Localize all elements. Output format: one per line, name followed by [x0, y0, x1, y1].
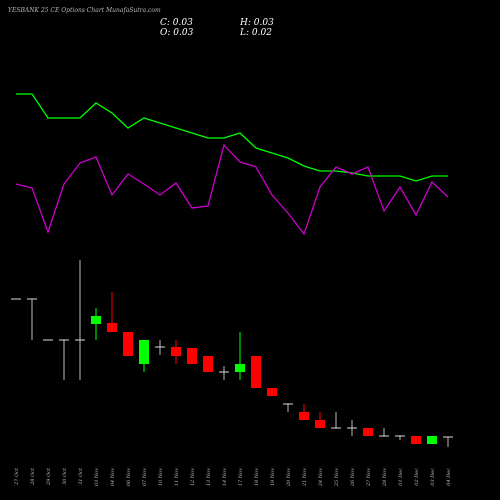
- x-tick-label: 17 Nov: [238, 468, 244, 486]
- x-tick-label: 02 Dec: [414, 468, 420, 486]
- candle-body: [75, 339, 85, 341]
- candle-body: [347, 427, 357, 429]
- candle-body: [363, 428, 373, 436]
- candle-body: [331, 427, 341, 429]
- x-tick-label: 04 Dec: [446, 468, 452, 486]
- candle-body: [411, 436, 421, 444]
- summary-item: H: 0.03: [239, 18, 274, 28]
- x-tick-label: 25 Nov: [334, 468, 340, 487]
- x-tick-label: 19 Nov: [270, 468, 276, 486]
- summary-item: C: 0.03: [160, 18, 193, 28]
- x-tick-label: 29 Oct: [46, 467, 52, 486]
- x-tick-label: 07 Nov: [142, 468, 148, 486]
- candle-body: [59, 339, 69, 341]
- x-tick-label: 18 Nov: [254, 468, 260, 486]
- candle-body: [395, 435, 405, 437]
- summary-value: 0.03: [254, 18, 274, 28]
- x-tick-label: 01 Dec: [398, 468, 404, 486]
- summary-value: 0.02: [252, 28, 272, 38]
- x-tick-label: 03 Nov: [94, 468, 100, 486]
- candle-body: [299, 412, 309, 420]
- candle-body: [427, 436, 437, 444]
- x-tick-label: 06 Nov: [126, 468, 132, 486]
- candle-body: [203, 356, 213, 372]
- x-tick-label: 21 Nov: [302, 468, 308, 487]
- x-tick-label: 12 Nov: [190, 468, 196, 486]
- summary-label: H:: [239, 18, 251, 28]
- x-tick-label: 24 Nov: [318, 468, 324, 487]
- candle-body: [251, 356, 261, 388]
- x-tick-label: 28 Oct: [30, 467, 36, 486]
- summary-value: 0.03: [173, 28, 193, 38]
- x-tick-label: 28 Nov: [382, 468, 388, 487]
- candle-body: [123, 332, 133, 356]
- candle-body: [235, 364, 245, 372]
- x-tick-label: 13 Nov: [206, 468, 212, 486]
- candle-body: [315, 420, 325, 428]
- candle-body: [171, 347, 181, 356]
- candle-body: [443, 436, 453, 438]
- candle-body: [267, 388, 277, 396]
- candle-body: [91, 316, 101, 324]
- x-tick-label: 03 Dec: [430, 468, 436, 486]
- candle-body: [219, 371, 229, 373]
- x-tick-label: 20 Nov: [286, 468, 292, 487]
- summary-item: L: 0.02: [239, 28, 272, 38]
- x-tick-label: 31 Oct: [78, 467, 84, 485]
- candle-body: [107, 323, 117, 332]
- candle-body: [379, 435, 389, 437]
- summary-value: 0.03: [173, 18, 193, 28]
- indicator-line: [15, 143, 449, 236]
- x-tick-label: 27 Oct: [14, 467, 20, 486]
- summary-label: O:: [160, 28, 170, 38]
- x-tick-label: 30 Oct: [62, 467, 68, 485]
- x-tick-label: 04 Nov: [110, 468, 116, 486]
- x-tick-label: 14 Nov: [222, 468, 228, 486]
- x-tick-label: 27 Nov: [366, 468, 372, 487]
- candle-body: [27, 298, 37, 300]
- candle-body: [283, 403, 293, 405]
- summary-item: O: 0.03: [160, 28, 194, 38]
- x-tick-label: 26 Nov: [350, 468, 356, 487]
- candle-body: [139, 340, 149, 364]
- indicator-line: [16, 93, 448, 182]
- candle-body: [11, 298, 21, 300]
- x-tick-label: 11 Nov: [174, 468, 180, 486]
- candle-body: [43, 339, 53, 341]
- chart-title: YESBANK 25 CE Options Chart MunafaSutra.…: [8, 7, 161, 14]
- summary-label: C:: [160, 18, 170, 28]
- candle-body: [187, 348, 197, 364]
- summary-label: L:: [239, 28, 249, 38]
- x-tick-label: 10 Nov: [158, 468, 164, 486]
- candle-body: [155, 346, 165, 348]
